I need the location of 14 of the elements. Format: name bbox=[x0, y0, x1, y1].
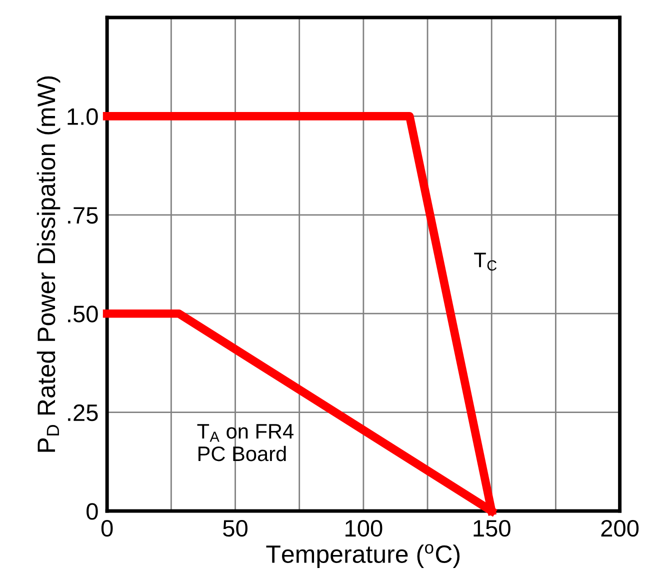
y-tick-label: .50 bbox=[68, 306, 98, 322]
y-tick-label: 0 bbox=[86, 503, 98, 520]
annotation: T$_{A}$ on FR4 PC Board bbox=[197, 424, 294, 462]
annotation: T$_{C}$ bbox=[474, 252, 497, 271]
x-tick-label: 0 bbox=[101, 520, 113, 537]
x-tick-label: 50 bbox=[223, 520, 248, 537]
y-tick-label: .25 bbox=[68, 404, 98, 422]
x-tick-label: 150 bbox=[474, 520, 510, 537]
y-tick-label: 1.0 bbox=[68, 108, 98, 126]
y-tick-label: .75 bbox=[68, 207, 98, 224]
x-tick-label: 200 bbox=[601, 520, 639, 537]
x-axis-title: Temperature ($^{o}$C) bbox=[266, 544, 460, 568]
x-tick-label: 100 bbox=[346, 520, 382, 537]
y-axis-title: P$_{D}$ Rated Power Dissipation (mW) bbox=[36, 76, 60, 452]
